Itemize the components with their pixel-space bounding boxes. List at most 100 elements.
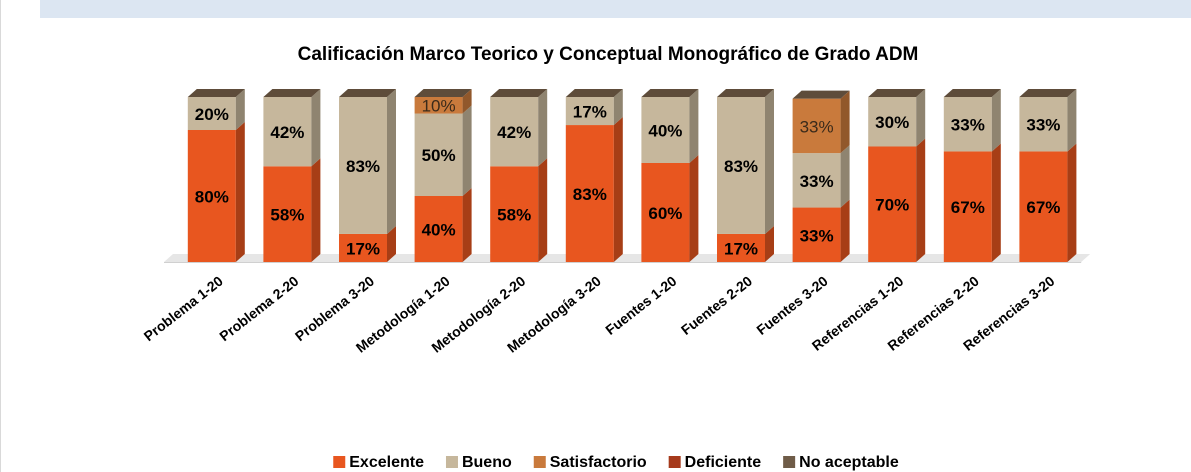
bar-segment (792, 207, 841, 262)
bar-segment (1019, 97, 1068, 152)
bar-segment (490, 166, 539, 262)
data-label: 70% (875, 196, 909, 215)
bar-side (916, 89, 926, 147)
bar-segment (414, 113, 463, 196)
floor (164, 254, 1091, 262)
legend-label: Bueno (462, 454, 512, 471)
data-label: 40% (422, 220, 456, 239)
bar-segment (339, 233, 387, 262)
legend-item: Bueno (445, 454, 512, 471)
bar-side (613, 89, 623, 126)
bar-side (840, 90, 850, 154)
legend-label: Satisfactorio (550, 454, 647, 471)
bar-side (765, 89, 774, 234)
bar-side (462, 89, 472, 114)
bar-side (311, 89, 321, 167)
bar-side (1067, 143, 1077, 262)
bar-segment (565, 97, 614, 126)
bar-top (868, 89, 926, 97)
bar-segment (187, 97, 236, 130)
data-label: 42% (497, 123, 531, 142)
bar-segment (717, 233, 765, 262)
data-label: 10% (422, 97, 456, 116)
bar-segment (414, 196, 463, 262)
data-label: 33% (800, 172, 834, 191)
bar-side (538, 89, 548, 167)
legend-swatch (783, 456, 796, 468)
data-label: 58% (497, 206, 531, 225)
bar-top (717, 89, 774, 97)
bar-segment (565, 125, 614, 262)
bar-top (414, 89, 472, 97)
bar-segment (263, 166, 312, 262)
bar-top (187, 89, 245, 97)
data-label: 83% (346, 157, 380, 176)
data-label: 60% (648, 204, 682, 223)
legend-item: Deficiente (668, 454, 761, 471)
bar-side (387, 89, 396, 234)
top-band (40, 0, 1191, 18)
data-label: 58% (270, 206, 304, 225)
bar-side (991, 143, 1001, 262)
bar-segment (641, 97, 690, 163)
legend-label: Excelente (349, 454, 424, 471)
bar-segment (641, 163, 690, 262)
legend-label: No aceptable (799, 454, 899, 471)
legend-item: No aceptable (783, 454, 899, 471)
bar-side (387, 225, 396, 262)
left-border (0, 0, 1, 472)
data-label: 17% (724, 239, 758, 258)
data-label: 50% (422, 146, 456, 165)
bar-top (263, 89, 321, 97)
bar-top (943, 89, 1001, 97)
data-label: 30% (875, 113, 909, 132)
legend-swatch (445, 456, 458, 468)
bar-top (641, 89, 699, 97)
bar-top (1019, 89, 1077, 97)
data-label: 17% (346, 239, 380, 258)
bar-segment (868, 97, 917, 147)
data-label: 40% (648, 121, 682, 140)
bar-side (538, 158, 548, 262)
bar-side (462, 188, 472, 262)
bar-segment (490, 97, 539, 167)
bar-side (235, 122, 245, 262)
bar-segment (717, 97, 765, 234)
bar-side (462, 105, 472, 196)
bar-top (339, 89, 396, 97)
data-label: 67% (951, 198, 985, 217)
data-label: 33% (951, 116, 985, 135)
data-label: 83% (724, 157, 758, 176)
bar-side (916, 138, 926, 262)
data-label: 42% (270, 123, 304, 142)
bar-segment (792, 98, 841, 154)
data-label: 80% (195, 187, 229, 206)
bar-top (490, 89, 548, 97)
data-label: 17% (573, 103, 607, 122)
bar-segment (263, 97, 312, 167)
legend-item: Satisfactorio (533, 454, 647, 471)
data-label: 33% (800, 226, 834, 245)
bar-side (235, 89, 245, 130)
bar-side (613, 117, 623, 262)
data-label: 33% (800, 117, 834, 136)
bar-top (565, 89, 623, 97)
legend: Excelente Bueno Satisfactorio Deficiente No … (333, 454, 899, 471)
bar-segment (1019, 151, 1068, 262)
bar-segment (868, 146, 917, 262)
bar-segment (414, 97, 463, 114)
bar-side (1067, 89, 1077, 152)
bar-segment (943, 151, 992, 262)
bar-top (792, 90, 850, 99)
bar-segment (187, 130, 236, 262)
bar-side (689, 89, 699, 163)
bar-side (689, 155, 699, 262)
bar-segment (339, 97, 387, 234)
data-label: 20% (195, 105, 229, 124)
bar-segment (792, 153, 841, 208)
legend-swatch (333, 456, 346, 468)
bar-segment (943, 97, 992, 152)
data-label: 67% (1026, 198, 1060, 217)
bar-side (765, 225, 774, 262)
